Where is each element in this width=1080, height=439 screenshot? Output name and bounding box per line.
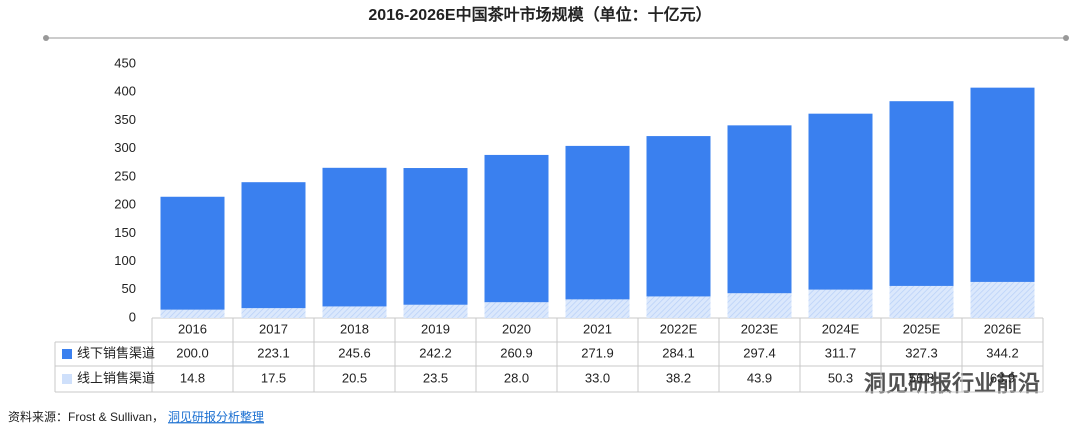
table-value: 17.5	[261, 370, 286, 385]
bar-segment	[484, 302, 549, 318]
x-tick-label: 2016	[178, 321, 207, 336]
y-tick-label: 200	[114, 197, 136, 212]
bar-segment	[160, 309, 225, 318]
chart-title: 2016-2026E中国茶叶市场规模（单位：十亿元）	[368, 5, 711, 24]
bar-segment	[403, 168, 468, 305]
bar-segment	[889, 101, 954, 286]
bar-segment	[646, 136, 711, 297]
bar-segment	[403, 304, 468, 318]
x-tick-label: 2023E	[741, 321, 779, 336]
bar-segment	[808, 113, 873, 290]
bar-segment	[565, 299, 630, 318]
source: 资料来源：Frost & Sullivan，	[8, 410, 164, 424]
x-tick-label: 2022E	[660, 321, 698, 336]
y-tick-label: 150	[114, 225, 136, 240]
bar-segment	[241, 182, 306, 309]
x-tick-label: 2024E	[822, 321, 860, 336]
y-tick-label: 350	[114, 112, 136, 127]
table-value: 297.4	[743, 345, 776, 360]
table-value: 245.6	[338, 345, 371, 360]
bar-segment	[241, 308, 306, 318]
bar-segment	[646, 296, 711, 318]
bar-segment	[160, 196, 225, 310]
bar-segment	[727, 293, 792, 318]
y-tick-label: 400	[114, 84, 136, 99]
table-value: 271.9	[581, 345, 614, 360]
bar-segment	[970, 87, 1035, 282]
table-value: 327.3	[905, 345, 938, 360]
bar-segment	[727, 125, 792, 294]
rule-dot	[1063, 35, 1069, 41]
rule-dot	[43, 35, 49, 41]
legend-label: 线上销售渠道	[77, 370, 155, 385]
table-value: 242.2	[419, 345, 452, 360]
table-value: 200.0	[176, 345, 209, 360]
legend-swatch	[62, 349, 72, 359]
bar-segment	[322, 167, 387, 307]
x-tick-label: 2025E	[903, 321, 941, 336]
table-value: 28.0	[504, 370, 529, 385]
bar-segment	[565, 145, 630, 300]
table-value: 223.1	[257, 345, 290, 360]
table-value: 344.2	[986, 345, 1019, 360]
table-value: 311.7	[825, 345, 857, 360]
x-tick-label: 2026E	[984, 321, 1022, 336]
table-value: 56.8	[909, 370, 934, 385]
table-value: 284.1	[662, 345, 695, 360]
table-value: 63.9	[990, 370, 1015, 385]
table-value: 20.5	[342, 370, 367, 385]
table-value: 43.9	[747, 370, 772, 385]
bar-segment	[484, 154, 549, 303]
x-tick-label: 2017	[259, 321, 288, 336]
y-tick-label: 450	[114, 55, 136, 70]
x-tick-label: 2021	[583, 321, 612, 336]
x-tick-label: 2018	[340, 321, 369, 336]
table-value: 23.5	[423, 370, 448, 385]
bar-segment	[322, 306, 387, 318]
legend-label: 线下销售渠道	[77, 345, 155, 360]
bar-segment	[808, 289, 873, 318]
table-value: 14.8	[180, 370, 205, 385]
y-tick-label: 50	[122, 281, 136, 296]
y-tick-label: 0	[129, 309, 136, 324]
y-tick-label: 100	[114, 253, 136, 268]
x-tick-label: 2019	[421, 321, 450, 336]
legend-swatch	[62, 374, 72, 384]
table-value: 33.0	[585, 370, 610, 385]
y-tick-label: 300	[114, 140, 136, 155]
table-value: 260.9	[500, 345, 533, 360]
source-link[interactable]: 洞见研报分析整理	[168, 409, 264, 424]
bar-segment	[970, 281, 1035, 318]
table-value: 38.2	[666, 370, 691, 385]
table-value: 50.3	[828, 370, 853, 385]
bar-segment	[889, 285, 954, 318]
y-tick-label: 250	[114, 168, 136, 183]
x-tick-label: 2020	[502, 321, 531, 336]
